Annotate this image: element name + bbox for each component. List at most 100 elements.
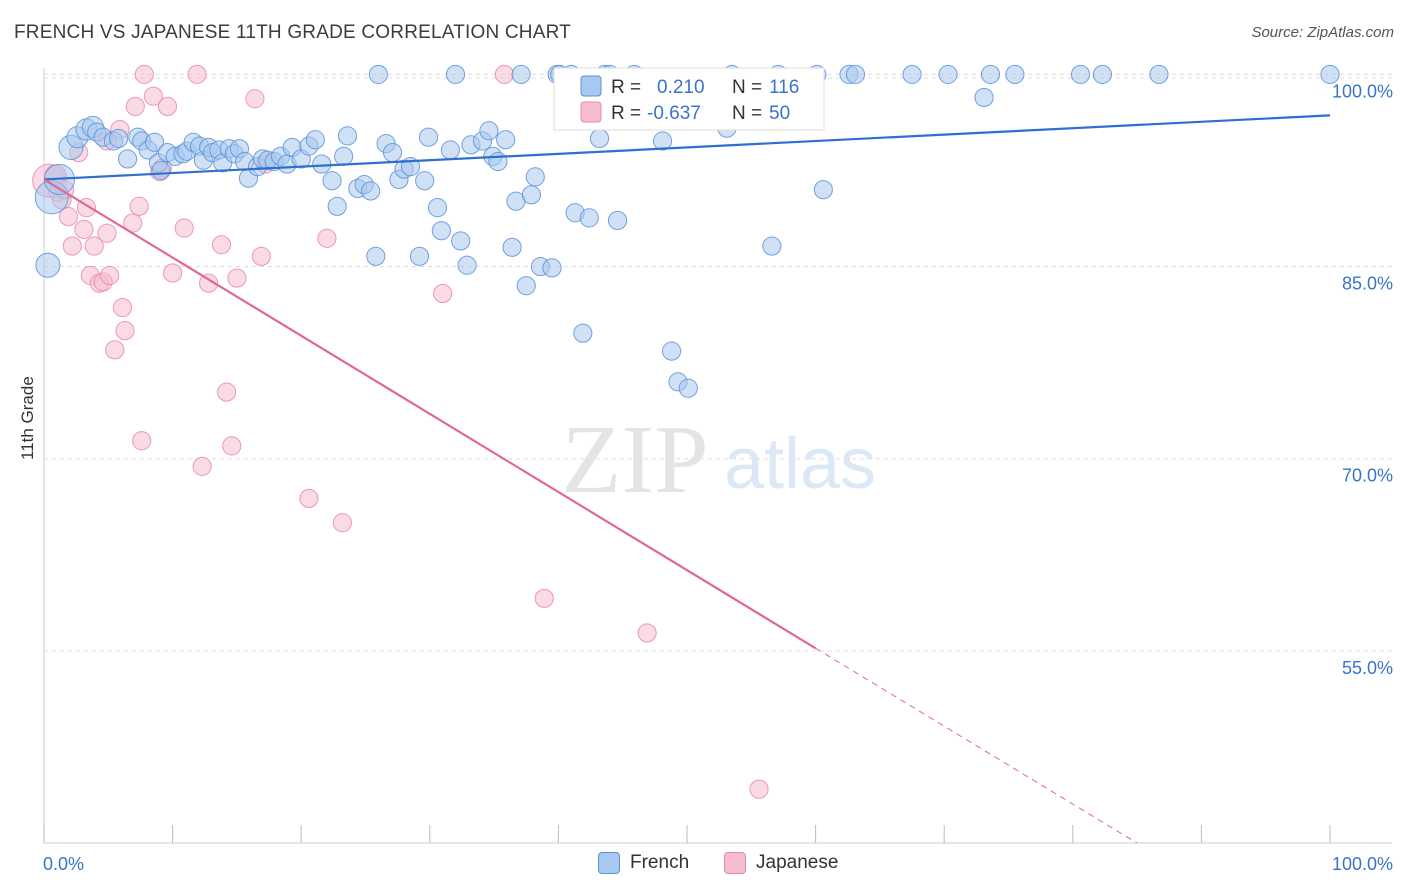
- japanese-point: [157, 96, 178, 117]
- japanese-point: [112, 297, 133, 318]
- french-point: [368, 64, 388, 84]
- french-point: [418, 127, 439, 147]
- source-label: Source: ZipAtlas.com: [1251, 24, 1394, 41]
- french-point: [762, 236, 782, 256]
- french-point: [415, 171, 435, 191]
- french-point: [382, 142, 403, 163]
- japanese-point: [97, 223, 117, 243]
- japanese-trend-line: [43, 178, 817, 650]
- french-point: [457, 255, 477, 275]
- japanese-r-label: R =: [611, 103, 641, 124]
- japanese-point: [74, 219, 94, 239]
- french-point: [525, 167, 545, 187]
- watermark-atlas: atlas: [724, 424, 876, 504]
- french-point: [579, 208, 599, 228]
- legend-item-japanese[interactable]: Japanese: [724, 852, 838, 874]
- tick-labels: 100.0% 85.0% 70.0% 55.0% 0.0% 100.0%: [43, 81, 1393, 874]
- french-point: [322, 171, 342, 191]
- french-point: [445, 64, 466, 84]
- french-point: [118, 149, 138, 169]
- japanese-point: [251, 246, 271, 266]
- french-trend-line: [43, 114, 1331, 181]
- japanese-point: [317, 228, 337, 248]
- japanese-point: [227, 268, 247, 288]
- japanese-point: [115, 321, 135, 341]
- y-tick-label: 70.0%: [1342, 466, 1393, 486]
- french-point: [573, 323, 593, 343]
- french-point: [521, 185, 541, 205]
- legend-japanese-label: Japanese: [756, 852, 839, 873]
- french-point: [1092, 64, 1112, 84]
- french-point: [108, 128, 129, 149]
- french-point: [938, 64, 958, 84]
- watermark: ZIP atlas: [562, 406, 877, 514]
- japanese-point: [58, 207, 79, 227]
- french-point: [502, 237, 522, 257]
- trend-lines: [43, 114, 1331, 844]
- french-point: [427, 198, 448, 218]
- french-point: [813, 180, 833, 200]
- french-point: [678, 378, 698, 398]
- french-point: [542, 258, 562, 278]
- japanese-point: [132, 431, 152, 451]
- french-point: [661, 341, 682, 361]
- legend-item-french[interactable]: French: [598, 852, 689, 874]
- japanese-point: [199, 273, 219, 293]
- stats-legend: R = 0.210 N = 116 R = -0.637 N = 50: [553, 67, 825, 131]
- french-point: [409, 246, 430, 266]
- japanese-point: [299, 488, 319, 509]
- japanese-point: [534, 588, 554, 608]
- french-point: [589, 128, 610, 149]
- y-tick-label: 85.0%: [1342, 274, 1393, 294]
- japanese-point: [433, 283, 453, 304]
- japanese-point: [187, 64, 207, 84]
- french-point: [361, 181, 381, 201]
- japanese-swatch: [580, 101, 602, 123]
- legend-french-swatch: [598, 852, 620, 874]
- french-point: [337, 126, 358, 146]
- x-tick-label-end: 100.0%: [1332, 854, 1393, 874]
- french-point: [980, 64, 1001, 84]
- x-tick-label-start: 0.0%: [43, 854, 84, 874]
- french-point: [145, 132, 165, 152]
- japanese-point: [105, 340, 125, 360]
- french-point: [488, 151, 508, 172]
- japanese-point: [134, 64, 154, 84]
- japanese-r-value: -0.637: [647, 103, 701, 124]
- french-point: [607, 210, 628, 231]
- y-tick-label: 55.0%: [1342, 658, 1393, 678]
- japanese-point: [125, 96, 145, 117]
- french-point: [366, 246, 386, 266]
- french-point: [334, 146, 354, 166]
- legend-french-label: French: [630, 852, 690, 873]
- french-point: [35, 252, 61, 278]
- french-point: [451, 231, 471, 251]
- french-point: [479, 121, 499, 141]
- french-point: [1149, 64, 1169, 84]
- french-point: [652, 131, 673, 151]
- series-legend: French Japanese: [0, 852, 1406, 880]
- japanese-point: [163, 263, 183, 283]
- japanese-trend-extension: [815, 647, 1138, 844]
- french-point: [1005, 64, 1025, 84]
- french-n-value: 116: [769, 77, 799, 98]
- japanese-point: [217, 382, 237, 402]
- japanese-point: [332, 513, 352, 533]
- japanese-point: [192, 456, 212, 476]
- japanese-point: [143, 86, 163, 106]
- japanese-point: [62, 236, 82, 256]
- japanese-point: [749, 779, 769, 799]
- french-point: [440, 140, 460, 160]
- japanese-point: [637, 623, 657, 643]
- watermark-zip: ZIP: [562, 406, 709, 514]
- japanese-point: [494, 64, 514, 84]
- french-r-value: 0.210: [657, 77, 705, 98]
- japanese-n-value: 50: [769, 103, 790, 124]
- japanese-point: [129, 196, 149, 216]
- french-point: [305, 130, 325, 150]
- french-point: [516, 276, 536, 296]
- french-point: [1320, 64, 1340, 84]
- chart-title: FRENCH VS JAPANESE 11TH GRADE CORRELATIO…: [14, 22, 571, 43]
- french-point: [1070, 64, 1091, 84]
